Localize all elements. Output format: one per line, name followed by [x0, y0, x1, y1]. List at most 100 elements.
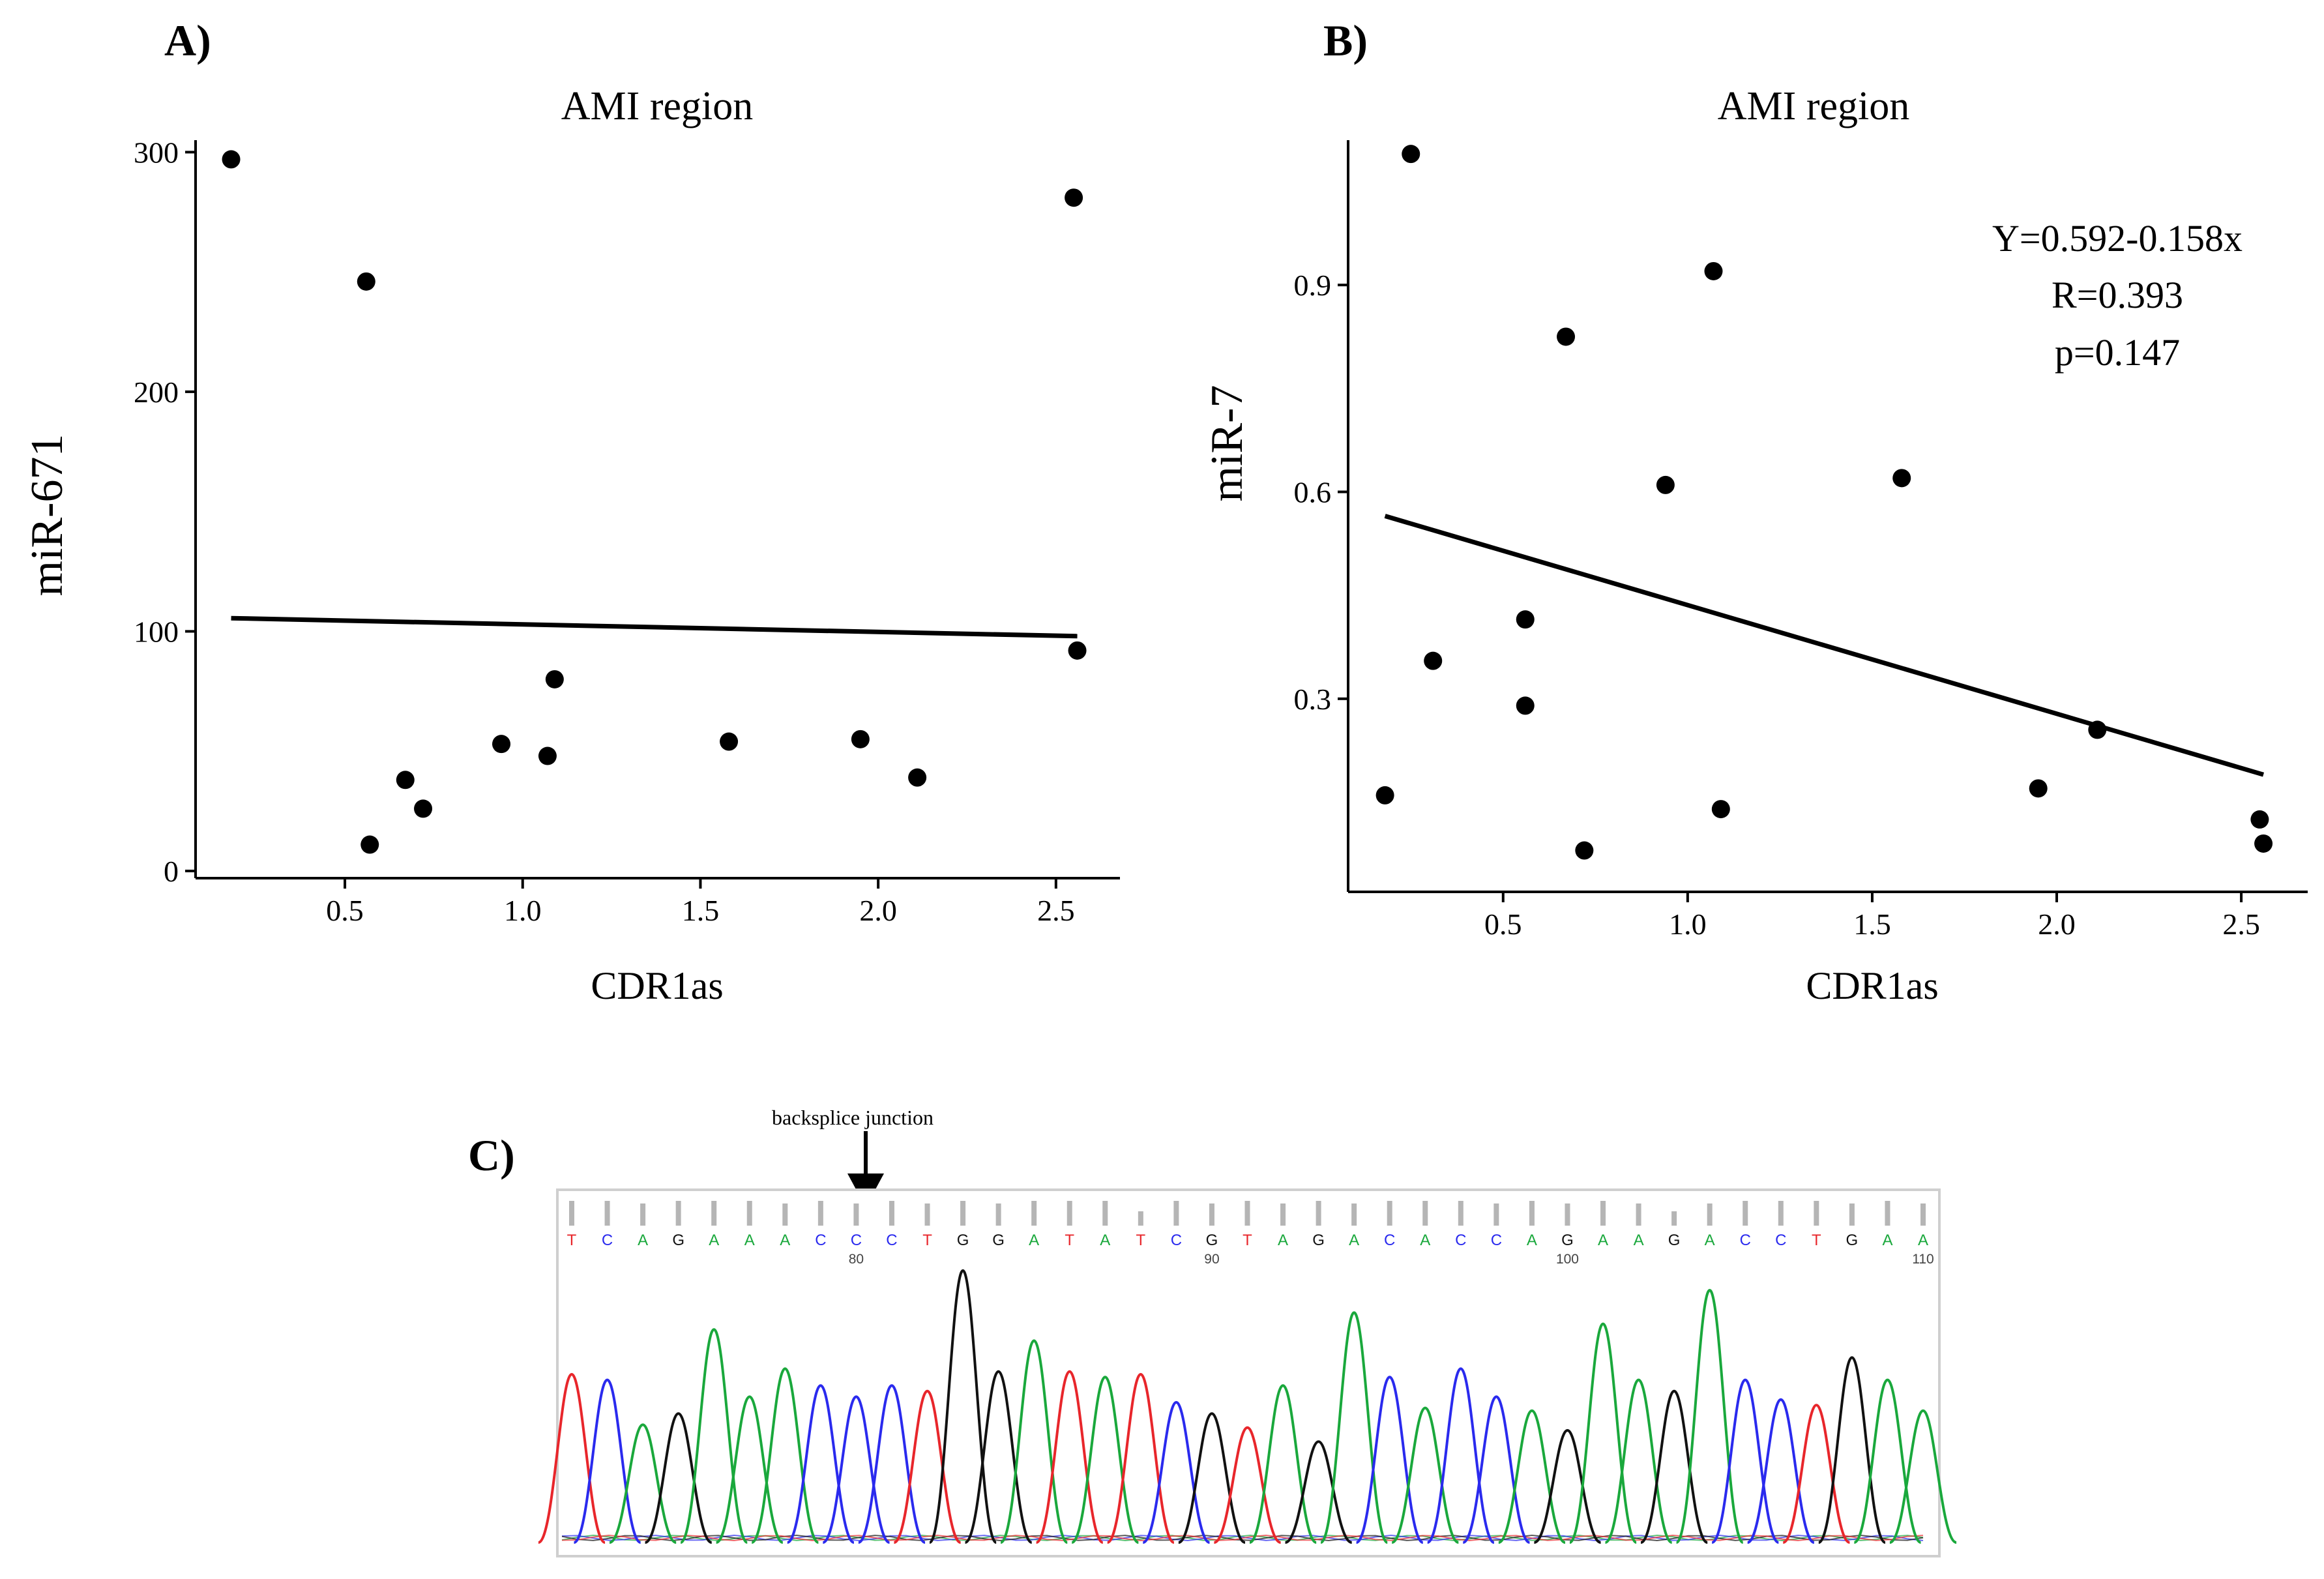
data-point: [1516, 696, 1535, 715]
base-call-letter: C: [1775, 1232, 1786, 1249]
base-quality-bar: [853, 1203, 859, 1226]
chromatogram-traces: T C A G A A A C C C T G G A T A T C G T A G A C A C C A G A A G A C C T G A A 8…: [537, 1201, 1957, 1544]
trace-peak: [1746, 1398, 1815, 1544]
y-tick-label: 0.6: [1294, 475, 1332, 509]
base-quality-bar: [1244, 1201, 1250, 1226]
base-call-letter: A: [1598, 1232, 1608, 1249]
base-quality-bar: [1743, 1201, 1748, 1226]
base-call-letter: A: [780, 1232, 790, 1249]
panel-b-y-axis-label: miR-7: [1202, 385, 1252, 502]
panel-c-label: C): [468, 1130, 515, 1180]
base-call-letter: G: [992, 1232, 1005, 1249]
x-tick-label: 0.5: [326, 894, 364, 927]
data-point: [2250, 810, 2269, 829]
data-point: [396, 771, 415, 790]
base-call-letter: C: [1740, 1232, 1751, 1249]
trace-peak: [1568, 1322, 1638, 1544]
trace-peak: [1000, 1339, 1068, 1544]
data-point: [1575, 841, 1594, 860]
x-tick-label: 2.5: [1037, 894, 1075, 927]
data-point: [492, 735, 511, 754]
trace-peak: [822, 1395, 890, 1544]
trace-peak: [537, 1372, 606, 1544]
base-quality-bar: [1422, 1201, 1428, 1226]
position-label: 90: [1204, 1252, 1219, 1267]
base-quality-bar: [1707, 1203, 1713, 1226]
y-tick-label: 0.9: [1294, 269, 1332, 302]
trace-peak: [1462, 1395, 1531, 1544]
trace-peak: [644, 1412, 713, 1544]
trace-peak: [680, 1328, 748, 1544]
base-call-letter: G: [1206, 1232, 1218, 1249]
x-tick-label: 1.0: [504, 894, 542, 927]
base-call-letter: A: [638, 1232, 648, 1249]
trace-peak: [1319, 1311, 1389, 1544]
base-call-letter: T: [922, 1232, 932, 1249]
base-quality-bar: [569, 1201, 574, 1226]
x-tick-label: 1.5: [682, 894, 720, 927]
base-quality-bar: [1138, 1211, 1143, 1226]
base-call-letter: G: [957, 1232, 969, 1249]
panel-a-x-axis-label: CDR1as: [591, 964, 723, 1007]
data-point: [1711, 800, 1730, 819]
trace-peak: [1533, 1428, 1602, 1544]
base-quality-bar: [1102, 1201, 1108, 1226]
data-point: [360, 835, 379, 854]
panel-a: A) AMI region 0.5 1.0 1.5 2.0 2.50100200300 …: [22, 16, 1120, 1007]
x-tick-label: 0.5: [1484, 908, 1522, 941]
base-quality-bar: [1778, 1201, 1784, 1226]
base-call-letter: A: [744, 1232, 755, 1249]
data-point: [720, 732, 739, 751]
base-call-letter: C: [1384, 1232, 1395, 1249]
base-quality-bar: [1493, 1203, 1499, 1226]
panel-b: B) AMI region 0.5 1.0 1.5 2.0 2.5 0.3 0.6 0.9 C…: [1202, 16, 2308, 1007]
base-call-letter: A: [1882, 1232, 1892, 1249]
panel-a-y-axis-label: miR-671: [22, 434, 72, 597]
data-point: [1375, 786, 1394, 804]
panel-b-x-axis-label: CDR1as: [1806, 964, 1938, 1007]
base-quality-bar: [995, 1203, 1001, 1226]
data-point: [1424, 651, 1443, 670]
trace-peak: [1889, 1409, 1957, 1544]
data-point: [357, 272, 375, 291]
base-call-letter: A: [1705, 1232, 1715, 1249]
base-call-letter: A: [1029, 1232, 1039, 1249]
trace-peak: [1355, 1376, 1424, 1544]
data-point: [851, 730, 870, 748]
base-quality-bar: [1600, 1201, 1606, 1226]
panel-b-label: B): [1323, 16, 1368, 65]
trace-peak: [1035, 1370, 1104, 1544]
x-tick-label: 2.0: [859, 894, 897, 927]
base-call-letter: T: [1065, 1232, 1074, 1249]
trace-peak: [1106, 1372, 1175, 1544]
position-label: 100: [1556, 1252, 1579, 1267]
trace-peak: [1711, 1378, 1780, 1544]
data-point: [222, 150, 241, 169]
data-point: [1516, 610, 1535, 629]
panel-a-title: AMI region: [561, 84, 753, 128]
base-quality-bar: [1458, 1201, 1464, 1226]
base-call-letter: C: [1491, 1232, 1502, 1249]
trace-peak: [1640, 1389, 1709, 1544]
base-quality-bar: [604, 1201, 610, 1226]
backsplice-junction-label: backsplice junction: [772, 1106, 934, 1129]
position-label: 110: [1912, 1252, 1934, 1267]
base-call-letter: C: [851, 1232, 862, 1249]
base-call-letter: C: [1455, 1232, 1466, 1249]
base-call-letter: C: [886, 1232, 897, 1249]
base-call-letter: A: [1420, 1232, 1430, 1249]
base-call-letter: T: [1812, 1232, 1821, 1249]
panel-b-title: AMI region: [1718, 84, 1909, 128]
data-point: [2254, 834, 2273, 853]
trace-peak: [573, 1378, 641, 1544]
trace-peak: [786, 1384, 855, 1544]
trace-peak: [1178, 1412, 1246, 1544]
base-call-letter: A: [709, 1232, 719, 1249]
base-call-letter: G: [1312, 1232, 1325, 1249]
base-call-letter: A: [1918, 1232, 1928, 1249]
base-call-letter: G: [1846, 1232, 1859, 1249]
regression-p: p=0.147: [2055, 331, 2180, 374]
x-tick-label: 2.0: [2038, 908, 2076, 941]
